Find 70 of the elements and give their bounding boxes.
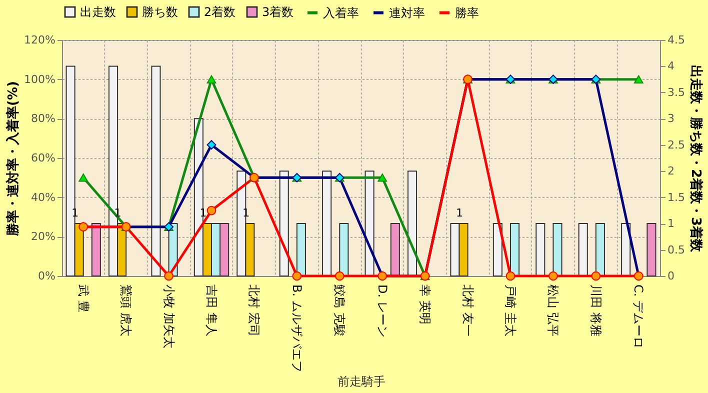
x-tick-label: 川田 将雅 (588, 284, 603, 336)
legend-label: 3着数 (262, 5, 294, 19)
x-tick-label: 鷲頭 虎太 (119, 284, 134, 336)
y-tick-label: 60% (31, 152, 56, 164)
bar (390, 223, 400, 276)
x-axis-title: 前走騎手 (338, 374, 386, 388)
point (206, 206, 216, 216)
y2-tick-label: 2 (668, 164, 674, 178)
x-tick-label: C. デムーロ (632, 284, 646, 349)
bar (151, 66, 161, 276)
x-tick-label: 戸崎 圭太 (504, 284, 518, 336)
bar (322, 170, 332, 276)
bar (91, 223, 101, 276)
data-label: 1 (456, 206, 464, 220)
y-axis-title: 勝率・連対率・入着率(%) (5, 81, 22, 237)
point (292, 271, 302, 281)
point (591, 271, 601, 281)
bar (339, 223, 349, 276)
y-tick-label: 120% (24, 34, 56, 46)
x-tick-label: D. レーン (375, 284, 390, 338)
legend-label: 連対率 (389, 6, 425, 20)
x-tick-label: 小牧 加矢太 (162, 284, 176, 348)
bar (595, 223, 605, 276)
bar (510, 223, 520, 276)
bar (536, 223, 546, 276)
x-tick-label: 武 豊 (76, 284, 90, 312)
y2-tick-label: 3 (668, 112, 674, 126)
x-tick-label: B. ムルザバエフ (290, 284, 304, 372)
bar (296, 223, 306, 276)
x-tick-label: 吉田 隼人 (204, 284, 218, 336)
legend-label: 出走数 (80, 5, 116, 19)
point (506, 271, 516, 281)
legend-label: 勝ち数 (142, 5, 178, 19)
x-tick-label: 北村 宏司 (247, 284, 262, 336)
y-tick-label: 100% (24, 72, 56, 86)
point (78, 174, 88, 182)
x-tick-label: 松山 弘平 (546, 284, 560, 336)
point (548, 271, 558, 281)
point (334, 271, 344, 281)
bar (552, 223, 562, 276)
bar (578, 223, 588, 276)
bar (646, 223, 656, 276)
x-tick-label: 鮫島 克駿 (332, 284, 347, 336)
y2-tick-label: 4 (668, 60, 674, 73)
y2-tick-label: 0.5 (668, 243, 685, 256)
y-tick-label: 40% (31, 190, 56, 204)
point (634, 75, 644, 84)
point (206, 75, 216, 84)
x-tick-label: 幸 英明 (418, 284, 432, 324)
x-tick-label: 北村 友一 (460, 284, 475, 336)
y-tick-label: 80% (31, 112, 56, 126)
point (378, 174, 388, 182)
point (206, 140, 216, 150)
y-tick-label: 20% (31, 230, 56, 244)
legend-label: 勝率 (455, 6, 479, 20)
legend-label: 入着率 (323, 6, 359, 20)
y2-tick-label: 0 (668, 270, 674, 282)
bar (492, 223, 502, 276)
point (164, 271, 174, 281)
bar (364, 170, 374, 276)
y2-tick-label: 1 (668, 217, 674, 230)
bar (407, 170, 418, 276)
y2-tick-label: 2.5 (668, 138, 685, 152)
y-tick-label: 0% (38, 270, 56, 282)
bar (279, 170, 289, 276)
y2-tick-label: 1.5 (668, 190, 685, 204)
y2-tick-label: 4.5 (668, 34, 685, 46)
y2-tick-label: 3.5 (668, 86, 685, 99)
y2-axis-title: 出走数・勝ち数・2着数・3着数 (688, 64, 704, 254)
legend-label: 2着数 (204, 5, 236, 19)
